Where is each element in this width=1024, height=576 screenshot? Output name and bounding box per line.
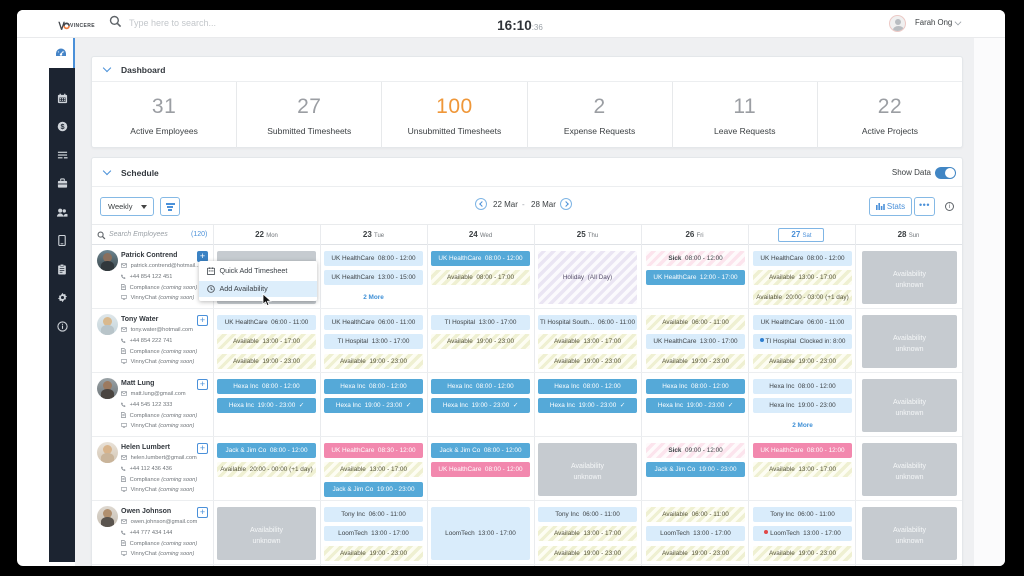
svg-text:$: $ (60, 122, 64, 131)
